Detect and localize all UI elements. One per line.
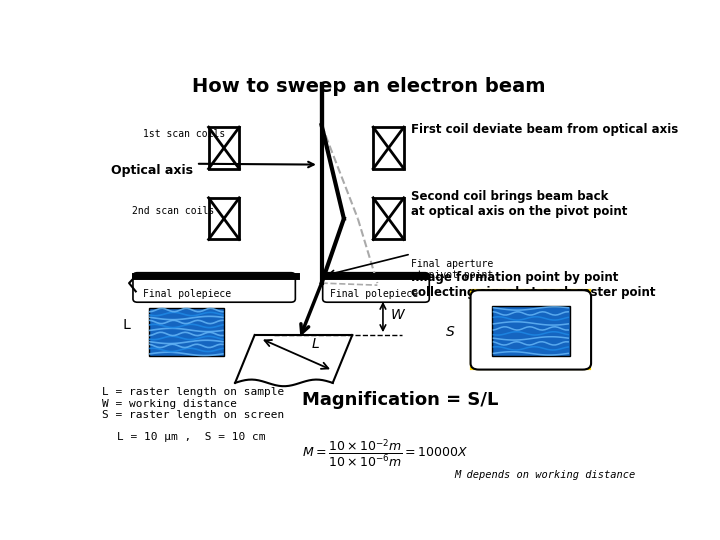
Bar: [472, 292, 590, 368]
Text: S: S: [446, 325, 455, 339]
Text: L: L: [312, 337, 320, 351]
FancyBboxPatch shape: [133, 273, 295, 302]
Text: 1st scan coils: 1st scan coils: [143, 129, 225, 139]
Text: M depends on working distance: M depends on working distance: [454, 470, 636, 480]
Bar: [148, 308, 224, 356]
Text: L = raster length on sample
W = working distance
S = raster length on screen: L = raster length on sample W = working …: [102, 387, 284, 420]
Bar: [209, 127, 239, 168]
FancyBboxPatch shape: [323, 273, 429, 302]
FancyBboxPatch shape: [471, 290, 591, 369]
Text: How to sweep an electron beam: How to sweep an electron beam: [192, 77, 546, 96]
Text: 2nd scan coils: 2nd scan coils: [132, 206, 214, 216]
Text: W: W: [390, 308, 404, 322]
Text: L: L: [122, 319, 131, 333]
Text: Magnification = S/L: Magnification = S/L: [302, 391, 498, 409]
Bar: [373, 127, 404, 168]
Text: Final polepiece: Final polepiece: [330, 288, 418, 299]
Bar: [209, 198, 239, 239]
Text: First coil deviate beam from optical axis: First coil deviate beam from optical axi…: [411, 123, 678, 136]
Text: Optical axis: Optical axis: [111, 164, 193, 177]
Bar: [492, 306, 570, 356]
Text: Image formation point by point
collecting signal at each raster point: Image formation point by point collectin…: [411, 271, 655, 299]
Text: L = 10 μm ,  S = 10 cm: L = 10 μm , S = 10 cm: [117, 431, 265, 442]
Text: Final aperture
at pivot point: Final aperture at pivot point: [411, 259, 493, 280]
Text: Final polepiece: Final polepiece: [143, 288, 231, 299]
Text: Second coil brings beam back
at optical axis on the pivot point: Second coil brings beam back at optical …: [411, 190, 627, 218]
Bar: [373, 198, 404, 239]
Text: $M = \dfrac{10\times10^{-2}m}{10\times10^{-6}m} = 10000X$: $M = \dfrac{10\times10^{-2}m}{10\times10…: [302, 437, 468, 469]
